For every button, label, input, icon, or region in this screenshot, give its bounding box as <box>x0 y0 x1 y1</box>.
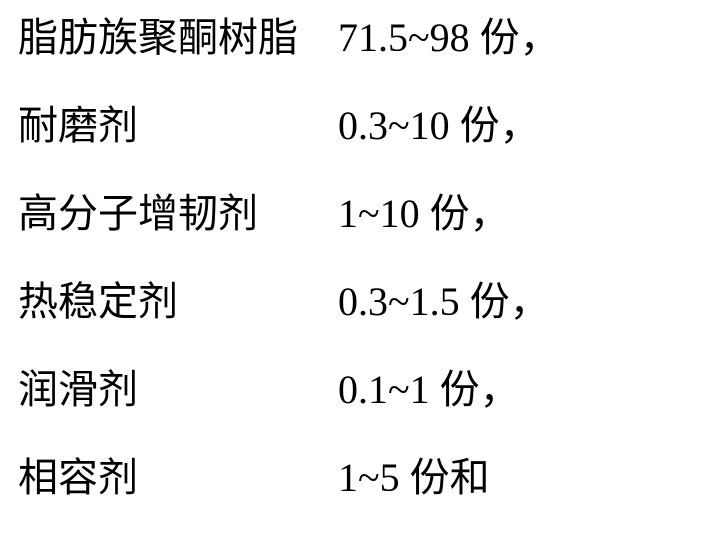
table-row: 润滑剂 0.1~1 份， <box>18 370 701 410</box>
ingredient-label: 耐磨剂 <box>18 106 338 146</box>
ingredient-value: 0.3~10 份， <box>338 106 540 146</box>
ingredient-value: 1~10 份， <box>338 194 510 234</box>
composition-table: 脂肪族聚酮树脂 71.5~98 份， 耐磨剂 0.3~10 份， 高分子增韧剂 … <box>0 0 701 547</box>
ingredient-label: 润滑剂 <box>18 370 338 410</box>
ingredient-value: 71.5~98 份， <box>338 18 560 58</box>
ingredient-label: 高分子增韧剂 <box>18 194 338 234</box>
ingredient-value: 0.3~1.5 份， <box>338 282 550 322</box>
table-row: 高分子增韧剂 1~10 份， <box>18 194 701 234</box>
ingredient-label: 热稳定剂 <box>18 282 338 322</box>
table-row: 脂肪族聚酮树脂 71.5~98 份， <box>18 18 701 58</box>
ingredient-label: 脂肪族聚酮树脂 <box>18 18 338 58</box>
ingredient-value: 1~5 份和 <box>338 458 490 498</box>
ingredient-label: 相容剂 <box>18 458 338 498</box>
table-row: 相容剂 1~5 份和 <box>18 458 701 498</box>
ingredient-value: 0.1~1 份， <box>338 370 520 410</box>
table-row: 热稳定剂 0.3~1.5 份， <box>18 282 701 322</box>
table-row: 耐磨剂 0.3~10 份， <box>18 106 701 146</box>
